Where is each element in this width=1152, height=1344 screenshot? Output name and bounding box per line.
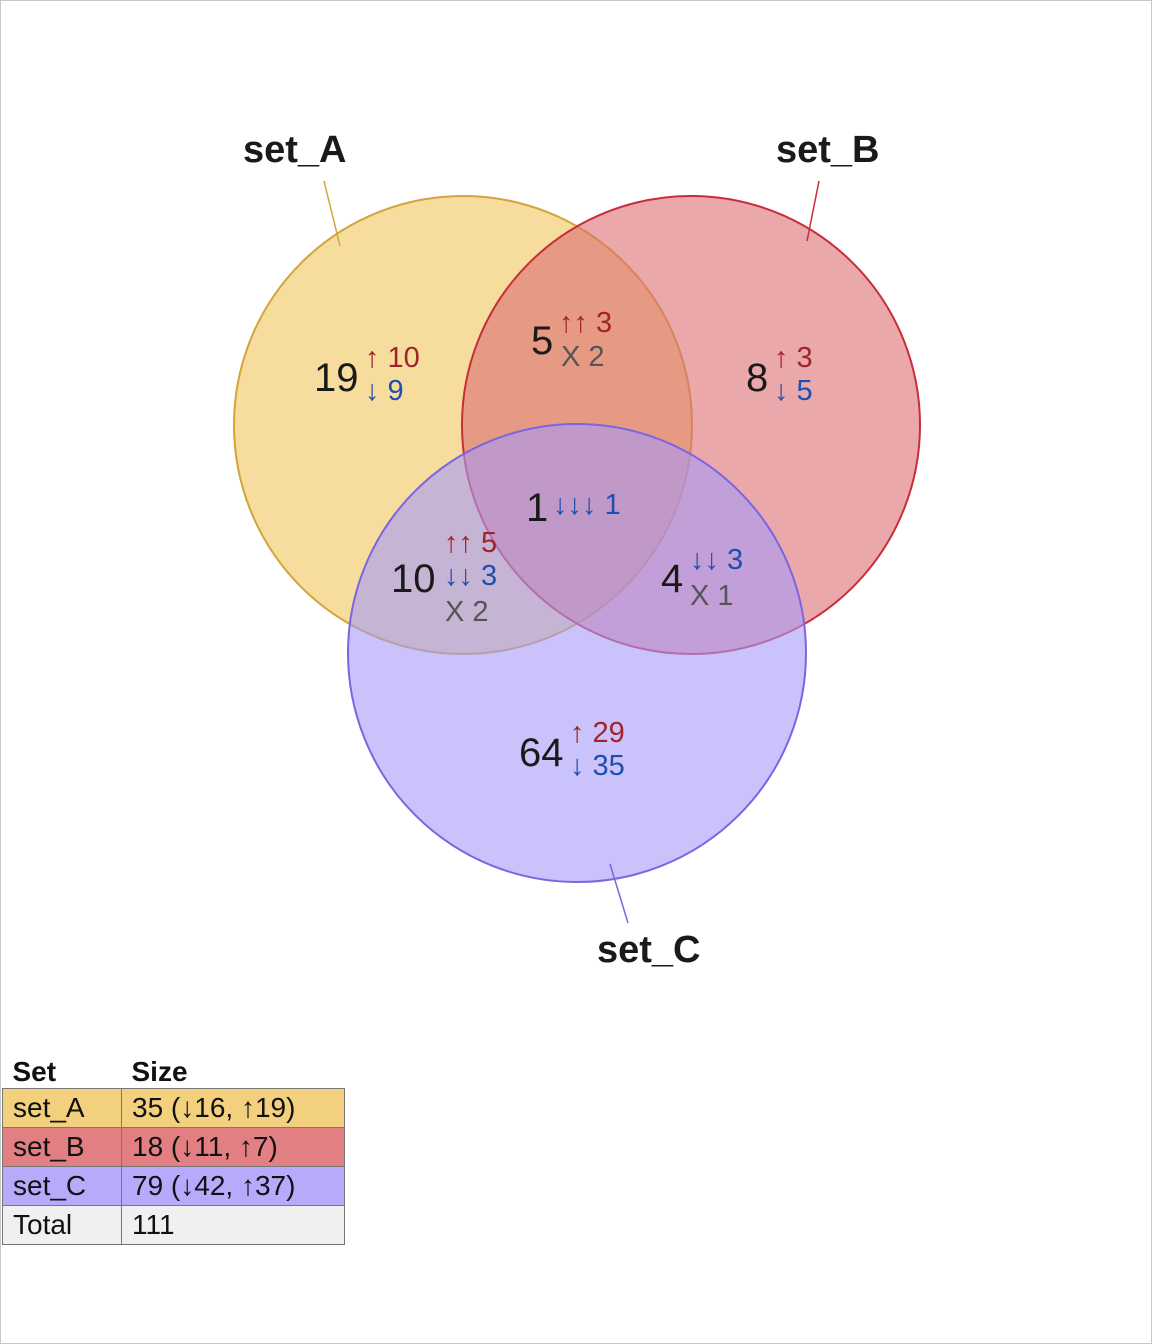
region-c-only: 64 ↑ 29 ↓ 35	[519, 717, 625, 782]
table-row: set_A 35 (↓16, ↑19)	[2, 1088, 345, 1128]
set-label-c: set_C	[597, 929, 701, 971]
set-label-a: set_A	[243, 129, 347, 171]
table-row: set_B 18 (↓11, ↑7)	[2, 1127, 345, 1167]
leader-line-set-c	[609, 863, 629, 924]
set-label-b: set_B	[776, 129, 880, 171]
total-size-cell: 111	[121, 1205, 345, 1245]
up-count: ↑ 29	[570, 717, 625, 749]
leader-line-set-b	[806, 180, 820, 242]
table-header-row: Set Size	[3, 1048, 345, 1089]
region-count: 4	[661, 557, 683, 601]
down-count: ↓ 9	[365, 375, 404, 407]
mixed-count: X 2	[561, 341, 605, 373]
table-row: set_C 79 (↓42, ↑37)	[2, 1166, 345, 1206]
set-labels: set_A set_B set_C	[243, 129, 880, 971]
region-count: 19	[314, 356, 359, 400]
down-count: ↓ 35	[570, 750, 625, 782]
venn-circles	[233, 195, 921, 883]
set-name-cell: set_A	[2, 1088, 122, 1128]
region-count: 64	[519, 731, 564, 775]
region-a-b: 5 ↑↑ 3 X 2	[531, 307, 612, 373]
header-set: Set	[12, 1056, 57, 1087]
set-size-table: Set Size set_A 35 (↓16, ↑19) set_B 18 (↓…	[2, 1048, 345, 1245]
region-a-only: 19 ↑ 10 ↓ 9	[314, 342, 420, 407]
down-count: ↓↓ 3	[690, 544, 743, 576]
table-row-total: Total 111	[2, 1205, 345, 1245]
region-count: 1	[526, 486, 548, 530]
total-label-cell: Total	[2, 1205, 122, 1245]
set-size-cell: 18 (↓11, ↑7)	[121, 1127, 345, 1167]
venn-diagram: set_A set_B set_C 19 ↑ 10 ↓ 9 8 ↑ 3 ↓ 5 …	[233, 129, 921, 971]
set-size-cell: 79 (↓42, ↑37)	[121, 1166, 345, 1206]
region-count: 8	[746, 356, 768, 400]
region-a-c: 10 ↑↑ 5 ↓↓ 3 X 2	[391, 527, 497, 628]
region-count: 10	[391, 557, 436, 601]
down-count: ↓ 5	[774, 375, 813, 407]
region-b-c: 4 ↓↓ 3 X 1	[661, 544, 743, 612]
circle-set-c	[347, 423, 807, 883]
up-count: ↑↑ 5	[444, 527, 497, 559]
down-count: ↓↓↓ 1	[553, 489, 621, 521]
set-name-cell: set_C	[2, 1166, 122, 1206]
down-count: ↓↓ 3	[444, 560, 497, 592]
header-size: Size	[131, 1056, 188, 1087]
region-count: 5	[531, 319, 553, 363]
region-a-b-c: 1 ↓↓↓ 1	[526, 486, 621, 530]
region-b-only: 8 ↑ 3 ↓ 5	[746, 342, 813, 407]
leader-line-set-a	[323, 180, 341, 247]
set-name-cell: set_B	[2, 1127, 122, 1167]
mixed-count: X 1	[690, 580, 734, 612]
up-count: ↑ 3	[774, 342, 813, 374]
mixed-count: X 2	[445, 596, 489, 628]
up-count: ↑ 10	[365, 342, 420, 374]
up-count: ↑↑ 3	[559, 307, 612, 339]
set-size-cell: 35 (↓16, ↑19)	[121, 1088, 345, 1128]
